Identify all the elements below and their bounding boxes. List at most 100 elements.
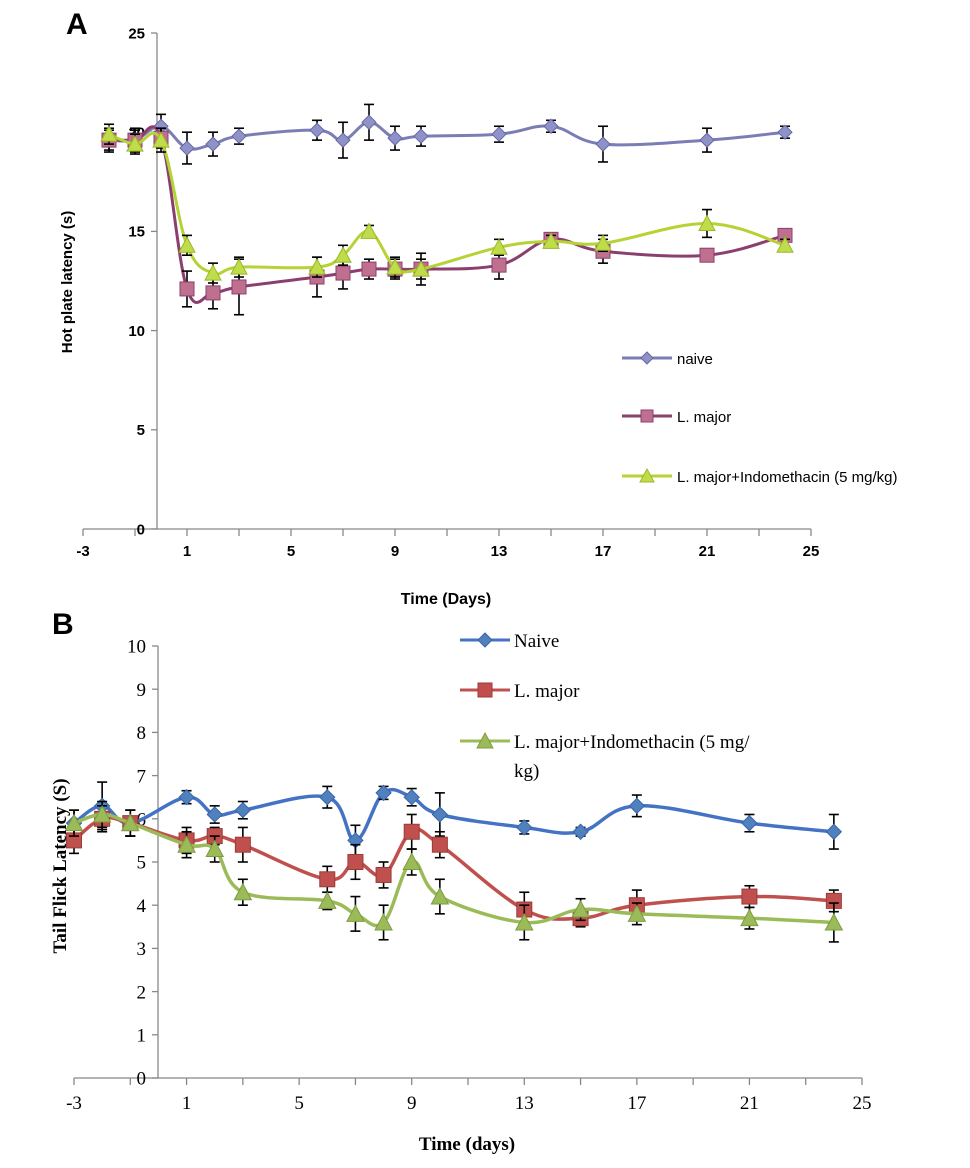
panel-b-series-l-major-point — [403, 823, 420, 840]
panel-b-series-l-major-point — [347, 854, 364, 870]
panel-b-series-naive-point — [319, 788, 336, 806]
panel-b-letter: B — [52, 608, 74, 641]
panel-a-x-tick-label: 17 — [595, 543, 612, 560]
panel-a-series-naive-point — [595, 136, 611, 152]
panel-a-series-naive-point — [205, 136, 221, 152]
panel-a-series-l-major-indomethacin-5-mg-kg-point — [308, 258, 326, 275]
panel-a-series-l-major-line — [108, 125, 786, 305]
panel-a-legend-item-naive: naive — [622, 351, 713, 368]
panel-a-series-naive-point — [699, 132, 715, 148]
panel-a-series-l-major-indomethacin-5-mg-kg-point — [698, 214, 716, 231]
panel-b-x-tick-label: -3 — [66, 1093, 82, 1114]
diamond-marker — [477, 632, 493, 648]
panel-b-x-tick-label: 13 — [515, 1093, 534, 1114]
panel-b-x-tick-label: 17 — [627, 1093, 646, 1114]
panel-a-series-l-major-indomethacin-5-mg-kg-point — [126, 135, 144, 152]
panel-b-series-l-major-indomethacin-5-mg-kg-point — [571, 899, 590, 918]
square-marker — [640, 409, 654, 423]
panel-a-y-tick-label: 15 — [128, 224, 145, 241]
panel-a-series-naive-point — [491, 126, 507, 142]
panel-a-x-axis-title: Time (Days) — [401, 591, 491, 608]
panel-b-y-tick-label: 7 — [137, 766, 147, 787]
panel-a-series-naive-point — [777, 124, 793, 140]
panel-b-legend-label-l-major: L. major — [514, 681, 580, 702]
legend-label-line-2: kg) — [514, 761, 539, 782]
panel-b-y-tick-label: 2 — [137, 982, 147, 1003]
panel-a-series-l-major-indomethacin-5-mg-kg-point — [386, 258, 404, 275]
panel-a-series-l-major-indomethacin-5-mg-kg-point — [776, 236, 794, 253]
panel-a-series-l-major-indomethacin-5-mg-kg-point — [152, 131, 170, 148]
panel-b-series-l-major-indomethacin-5-mg-kg-point — [740, 908, 759, 927]
panel-b-x-tick-label: 9 — [407, 1093, 417, 1114]
panel-b-series-naive-point — [628, 797, 646, 815]
panel-b-series-naive-point — [206, 806, 223, 823]
panel-a-y-tick-label: 5 — [137, 422, 145, 439]
panel-b-series-l-major-indomethacin-5-mg-kg — [64, 800, 844, 943]
panel-b-legend-item-naive: Naive — [460, 631, 559, 652]
panel-b-series-naive-point — [375, 784, 392, 802]
panel-a-x-tick-label: 1 — [183, 543, 191, 560]
panel-a-x-tick-label: 21 — [699, 543, 716, 560]
panel-b-series-l-major-indomethacin-5-mg-kg-point — [177, 835, 196, 853]
panel-b-series-l-major-indomethacin-5-mg-kg-point — [64, 813, 84, 832]
panel-a-series-l-major-point — [699, 247, 715, 263]
panel-a-series-l-major-indomethacin-5-mg-kg-point — [542, 232, 560, 249]
panel-b-y-tick-label: 1 — [137, 1025, 147, 1046]
panel-b-series-naive-point — [741, 814, 758, 832]
panel-a-legend-item-indomethacin: L. major+Indomethacin (5 mg/kg) — [622, 467, 898, 486]
panel-a-series-naive-point — [413, 128, 429, 144]
panel-a-x-tick-label: 9 — [391, 543, 399, 560]
panel-a-series-l-major-indomethacin-5-mg-kg-point — [360, 222, 378, 239]
panel-a-series-naive-point — [335, 132, 351, 148]
panel-a-series-l-major — [101, 125, 793, 316]
panel-b-series-naive-line — [72, 787, 835, 843]
panel-b-series-l-major-point — [234, 836, 251, 853]
panel-a-series-l-major-point — [491, 257, 507, 273]
panel-a-series-l-major-indomethacin-5-mg-kg-point — [100, 125, 118, 142]
panel-a-series-l-major-indomethacin-5-mg-kg-point — [490, 238, 508, 255]
panel-b-series-naive-point — [234, 801, 252, 819]
panel-a-x-tick-label: 13 — [491, 543, 508, 560]
triangle-marker — [639, 467, 655, 483]
panel-b-series-l-major-indomethacin-5-mg-kg-point — [233, 882, 253, 901]
panel-b-series-naive-point — [516, 819, 533, 836]
panel-a-x-tick-label: 5 — [287, 543, 295, 560]
panel-b-y-tick-label: 10 — [127, 637, 146, 658]
panel-a-letter: A — [66, 8, 88, 41]
panel-b-y-tick-label: 0 — [137, 1069, 147, 1090]
panel-b-series-l-major-indomethacin-5-mg-kg-point — [205, 839, 225, 858]
panel-b-legend-item-l-major: L. major — [460, 681, 580, 702]
panel-b-y-tick-label: 8 — [137, 723, 147, 744]
panel-a-series-naive-point — [543, 118, 559, 134]
panel-b-y-tick-label: 9 — [137, 680, 147, 701]
panel-b-x-tick-label: 1 — [182, 1093, 192, 1114]
panel-a-series-l-major-indomethacin-5-mg-kg-point — [230, 258, 248, 275]
panel-b-series-l-major-indomethacin-5-mg-kg-point — [346, 904, 365, 922]
panel-a-legend-label-naive: naive — [677, 351, 713, 368]
square-marker — [477, 682, 493, 698]
panel-b-y-tick-label: 5 — [137, 853, 147, 874]
panel-a-y-tick-label: 0 — [137, 521, 145, 538]
panel-a-legend-label-l-major: L. major — [677, 409, 731, 426]
diamond-marker — [640, 351, 654, 365]
panel-b-series-l-major-indomethacin-5-mg-kg-point — [514, 912, 534, 931]
panel-a-series-l-major-indomethacin-5-mg-kg-point — [204, 264, 222, 281]
panel-a-legend-item-l-major: L. major — [622, 409, 731, 426]
triangle-marker — [476, 731, 494, 749]
panel-b-series-naive-point — [178, 788, 195, 806]
panel-a-series-naive-point — [387, 130, 403, 146]
panel-a-series-naive-point — [231, 128, 247, 144]
panel-b-series-l-major-point — [431, 836, 448, 853]
panel-b-series-l-major-point — [319, 871, 336, 888]
panel-b-y-tick-label: 3 — [137, 939, 147, 960]
panel-b-legend-label-naive: Naive — [514, 631, 559, 652]
panel-a-series-l-major-indomethacin-5-mg-kg-point — [412, 260, 430, 277]
panel-b-series-naive-point — [403, 788, 420, 806]
panel-b-x-axis-title: Time (days) — [419, 1134, 515, 1155]
legend-label-line-1: L. major+Indomethacin (5 mg/ — [514, 732, 750, 753]
panel-b-x-tick-label: 25 — [853, 1093, 872, 1114]
panel-a-series-naive-line — [108, 120, 786, 151]
